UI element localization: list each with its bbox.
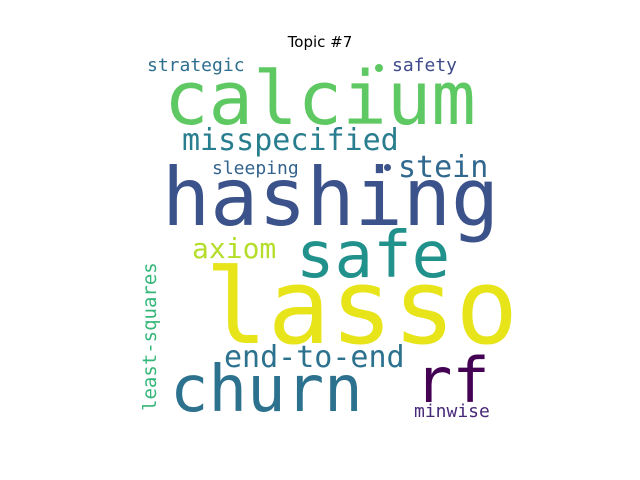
page-title: Topic #7 bbox=[287, 33, 353, 51]
word-safety: safety bbox=[392, 55, 458, 76]
dot-green bbox=[375, 64, 383, 72]
word-strategic: strategic bbox=[147, 55, 245, 76]
word-stein: stein bbox=[398, 150, 489, 185]
word-minwise: minwise bbox=[414, 401, 490, 422]
word-misspecified: misspecified bbox=[182, 123, 399, 158]
dot-blue bbox=[384, 164, 391, 171]
word-hashing: hashing bbox=[162, 151, 500, 244]
word-sleeping: sleeping bbox=[212, 158, 299, 179]
word-axiom: axiom bbox=[192, 232, 277, 265]
word-churn: churn bbox=[170, 353, 363, 427]
word-safe: safe bbox=[296, 219, 451, 293]
word-end-to-end: end-to-end bbox=[224, 340, 405, 375]
word-least-squares: least-squares bbox=[139, 262, 161, 411]
word-rf: rf bbox=[415, 344, 490, 417]
word-calcium: calcium bbox=[164, 56, 476, 142]
word-lasso: lasso bbox=[205, 246, 519, 368]
